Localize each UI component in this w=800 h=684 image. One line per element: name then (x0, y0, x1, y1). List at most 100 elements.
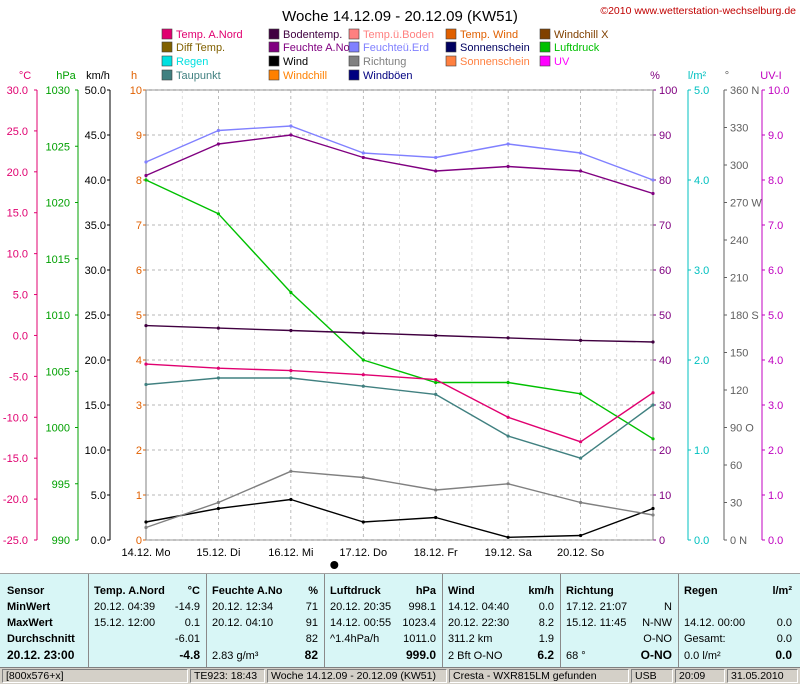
series-line (145, 134, 654, 195)
right-axis-tick-label: 5.0 (694, 85, 709, 97)
left-axis-tick-label: 15.0 (7, 208, 28, 220)
left-axis-unit: hPa (56, 70, 76, 82)
series-line (145, 125, 654, 181)
x-tick-label: 17.12. Do (339, 547, 387, 559)
right-axis-tick-label: 10 (659, 490, 671, 502)
legend-swatch (539, 28, 551, 40)
temp-min-value: -14.9 (174, 601, 200, 613)
left-axis-tick-label: 30.0 (7, 85, 28, 97)
left-axis-tick-label: 5.0 (13, 290, 28, 302)
right-axis-tick-label: 270 W (730, 198, 762, 210)
right-axis-tick-label: 30 (659, 400, 671, 412)
plot-area: 14.12. Mo 15.12. Di 16.12. Mi 17.12. Do 18.1… (122, 89, 655, 569)
legend-swatch (539, 41, 551, 53)
right-axis-tick-label: 0 N (730, 535, 747, 547)
status-period: Woche 14.12.09 - 20.12.09 (KW51) (267, 669, 447, 683)
left-axis-tick-label: -15.0 (3, 453, 28, 465)
wind-distance: 311.2 km (448, 633, 493, 645)
druck-trend: ^1.4hPa/h (330, 633, 380, 645)
temp-max-value: 0.1 (184, 617, 200, 629)
legend-swatch (445, 41, 457, 53)
legend-swatch (445, 55, 457, 67)
druck-current-value: 999.0 (405, 648, 436, 662)
row-label-max: MaxWert (7, 617, 53, 629)
right-axis-tick-label: 60 (730, 460, 742, 472)
richtung-max-time: 15.12. 11:45 (566, 617, 627, 629)
right-axis-tick-label: 300 (730, 160, 748, 172)
temp-avg-value: -6.01 (174, 633, 200, 645)
feuchte-column: Feuchte A.No % 20.12. 12:34 71 20.12. 04… (206, 574, 324, 668)
series-line (145, 498, 654, 538)
left-axis-tick-label: 1030 (46, 85, 70, 97)
left-axis-tick-label: -10.0 (3, 412, 28, 424)
right-axis-unit: % (650, 70, 660, 82)
left-axis-tick-label: 2 (136, 445, 142, 457)
row-label-avg: Durchschnitt (7, 633, 75, 645)
legend-swatch (348, 28, 360, 40)
legend-label: Richtung (363, 56, 406, 68)
druck-unit: hPa (415, 585, 436, 597)
druck-header: Luftdruck (330, 585, 381, 597)
right-axis-tick-label: 6.0 (768, 265, 783, 277)
legend-swatch (348, 69, 360, 81)
temp-max-time: 15.12. 12:00 (94, 617, 156, 629)
wind-header: Wind (448, 585, 475, 597)
legend-swatch (161, 55, 173, 67)
left-axis-tick-label: 1025 (46, 141, 70, 153)
wind-avg-value: 1.9 (538, 633, 554, 645)
x-tick-label: 18.12. Fr (414, 547, 458, 559)
right-axis-tick-label: 2.0 (694, 355, 709, 367)
legend-swatch (348, 55, 360, 67)
left-axis-tick-label: 1015 (46, 254, 70, 266)
status-clock: 20:09 (675, 669, 725, 683)
temp-column: Temp. A.Nord °C 20.12. 04:39 -14.9 15.12… (88, 574, 206, 668)
wind-column: Wind km/h 14.12. 04:40 0.0 20.12. 22:30 … (442, 574, 560, 668)
legend-label: Regen (176, 56, 208, 68)
druck-max-value: 1023.4 (402, 617, 436, 629)
right-axis-tick-label: 360 N (730, 85, 759, 97)
richtung-column: Richtung 17.12. 21:07 N 15.12. 11:45 N-N… (560, 574, 678, 668)
left-axis-tick-label: 1020 (46, 198, 70, 210)
status-station-time: TE923: 18:43 (190, 669, 265, 683)
series-line (145, 363, 654, 443)
right-axis-tick-label: 180 S (730, 310, 759, 322)
left-axis-tick-label: 0.0 (91, 535, 106, 547)
right-axis-tick-label: 40 (659, 355, 671, 367)
regen-time: 14.12. 00:00 (684, 617, 746, 629)
feuchte-current-value: 82 (304, 648, 318, 662)
legend-label: Temp. Wind (460, 29, 518, 41)
wind-min-value: 0.0 (538, 601, 554, 613)
legend-swatch (445, 28, 457, 40)
left-axis-tick-label: 10 (130, 85, 142, 97)
left-axis-tick-label: 20.0 (85, 355, 106, 367)
druck-avg-value: 1011.0 (403, 633, 436, 645)
right-axis-tick-label: 4.0 (694, 175, 709, 187)
legend-label: Luftdruck (554, 42, 600, 54)
richtung-min-time: 17.12. 21:07 (566, 601, 628, 613)
legend-label: Taupunkt (176, 70, 221, 82)
richtung-min-value: N (664, 601, 672, 613)
right-axis-tick-label: 100 (659, 85, 677, 97)
feuchte-min-value: 71 (305, 601, 318, 613)
feuchte-max-time: 20.12. 04:10 (212, 617, 274, 629)
richtung-max-value: N-NW (642, 617, 672, 629)
legend-label: UV (554, 56, 570, 68)
feuchte-avg-value: 82 (305, 633, 318, 645)
legend-swatch (161, 28, 173, 40)
left-axis-tick-label: 10.0 (7, 249, 28, 261)
left-axis-tick-label: 6 (136, 265, 142, 277)
richtung-current-value: O-NO (640, 648, 672, 662)
sensor-header: Sensor (7, 585, 45, 597)
legend: Temp. A.Nord Bodentemp. Temp.ü.Boden Temp. … (161, 28, 609, 82)
now-marker (330, 561, 339, 569)
regen-value: 0.0 (776, 617, 792, 629)
wind-unit: km/h (528, 585, 554, 597)
left-axis-tick-label: 25.0 (85, 310, 106, 322)
legend-label: Windböen (363, 70, 413, 82)
status-bar: [800x576+x] TE923: 18:43 Woche 14.12.09 … (0, 667, 800, 684)
feuchte-min-time: 20.12. 12:34 (212, 601, 274, 613)
series-line (145, 377, 654, 459)
right-axes: %1009080706050403020100l/m²5.04.03.02.01… (650, 70, 789, 547)
druck-column: Luftdruck hPa 20.12. 20:35 998.1 14.12. … (324, 574, 442, 668)
regen-header: Regen (684, 585, 718, 597)
